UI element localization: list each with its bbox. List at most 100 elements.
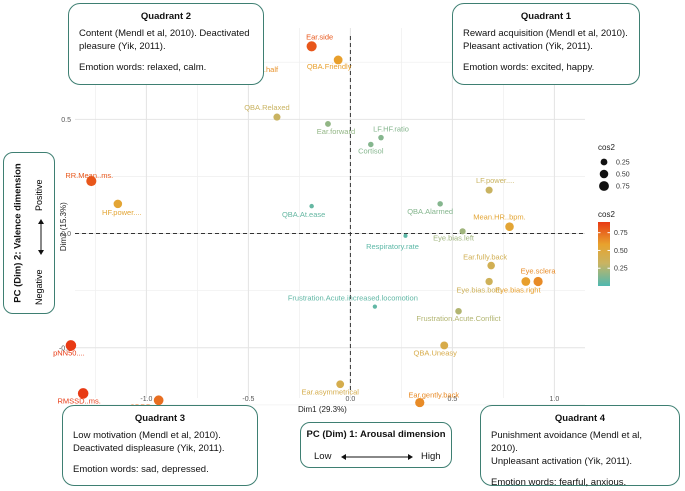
legend-color-label: 0.50: [614, 248, 628, 255]
legend-layer: cos2 0.25 0.50 0.75 cos2 0.75 0.50 0.25: [598, 143, 630, 286]
data-point-label: QBA.Alarmed: [407, 207, 453, 216]
arousal-dimension-box: PC (Dim) 1: Arousal dimension Low High: [300, 422, 452, 468]
arousal-arrow-icon: [341, 454, 413, 460]
quadrant-3-box: Quadrant 3 Low motivation (Mendl et al, …: [62, 405, 258, 486]
y-axis-title: Dim2 (15.3%): [59, 202, 68, 251]
axis-layer: -1.0 -0.5 0.0 0.5 1.0 -0.5 0.0 0.5 Dim1 (29.3%) D…: [59, 36, 585, 414]
data-point-label: LF.power....: [476, 176, 514, 185]
data-point-label: Respiratory.rate: [366, 242, 419, 251]
quadrant-2-box: Quadrant 2 Content (Mendl et al, 2010). …: [68, 3, 264, 85]
quadrant-3-line2: Deactivated displeasure (Yik, 2011).: [73, 443, 225, 454]
data-point-label: Ear.fully.back: [463, 253, 507, 262]
data-point: [113, 199, 123, 209]
data-point-label: Ear.side: [306, 32, 333, 41]
data-point: [309, 203, 314, 209]
data-point-label: Eye.bias.left: [433, 233, 475, 242]
quadrant-1-line1: Reward acquisition (Mendl et al, 2010).: [463, 28, 628, 39]
valence-dimension-box: PC (Dim) 2: Valence dimension Positive N…: [3, 152, 55, 314]
data-point: [378, 134, 384, 141]
valence-title: PC (Dim) 2: Valence dimension: [12, 163, 24, 303]
x-tick-label: 0.0: [346, 396, 356, 403]
quadrant-4-emotions: Emotion words: fearful, anxious.: [491, 477, 627, 488]
legend-color-label: 0.25: [614, 266, 628, 273]
y-tick-label: 0.0: [61, 231, 71, 238]
data-point-label: Frustration.Acute.Conflict: [416, 314, 501, 323]
x-tick-label: -1.0: [140, 396, 152, 403]
quadrant-2-line2: pleasure (Yik, 2011).: [79, 41, 166, 52]
quadrant-1-box: Quadrant 1 Reward acquisition (Mendl et …: [452, 3, 640, 85]
x-tick-label: 0.5: [448, 396, 458, 403]
quadrant-4-box: Quadrant 4 Punishment avoidance (Mendl e…: [480, 405, 680, 488]
data-point-label: Frustration.Acute.increased.locomotion: [288, 294, 418, 303]
data-point-label: QBA.Relaxed: [244, 103, 289, 112]
data-point-label: Eye.half: [251, 65, 279, 74]
quadrant-2-line1: Content (Mendl et al, 2010). Deactivated: [79, 28, 250, 39]
data-point: [65, 340, 77, 351]
data-point: [459, 228, 466, 235]
arousal-title: PC (Dim) 1: Arousal dimension: [306, 429, 446, 440]
data-point: [368, 141, 374, 148]
data-point-label: Ear.gently.back: [408, 391, 459, 400]
x-tick-label: 1.0: [550, 396, 560, 403]
quadrant-4-line2: Unpleasant activation (Yik, 2011).: [491, 456, 632, 467]
data-point: [325, 120, 331, 127]
data-point-label: RMSSD..ms.: [57, 396, 100, 405]
valence-negative-label: Negative: [34, 269, 44, 305]
legend-size-dot: [599, 169, 609, 179]
data-point: [333, 55, 343, 65]
data-point-label: Eye.bias.right: [495, 286, 541, 295]
legend-color-label: 0.75: [614, 230, 628, 237]
data-point-label: LF.HF.ratio: [373, 125, 409, 134]
data-point: [403, 233, 408, 238]
data-point-label: Cortisol: [358, 146, 384, 155]
data-point: [153, 395, 164, 406]
quadrant-1-title: Quadrant 1: [520, 11, 572, 22]
legend-color-title: cos2: [598, 210, 615, 219]
quadrant-2-emotions: Emotion words: relaxed, calm.: [79, 62, 207, 73]
data-point: [372, 304, 378, 309]
legend-size-dot: [600, 158, 608, 166]
legend-size-title: cos2: [598, 143, 615, 152]
data-point: [437, 201, 443, 207]
legend-size-label: 0.50: [616, 172, 630, 179]
data-point: [440, 341, 449, 350]
legend-size-dot: [599, 181, 609, 191]
quadrant-4-line1: Punishment avoidance (Mendl et al, 2010)…: [491, 430, 643, 454]
data-point-label: pNN50....: [53, 348, 85, 357]
quadrant-3-line1: Low motivation (Mendl et al, 2010).: [73, 430, 221, 441]
x-tick-label: -0.5: [242, 396, 254, 403]
legend-size-label: 0.25: [616, 160, 630, 167]
x-axis-title: Dim1 (29.3%): [298, 405, 347, 414]
data-point: [455, 307, 462, 315]
data-point-label: QBA.Uneasy: [414, 348, 458, 357]
data-point-label: Ear.forward: [317, 127, 355, 136]
arousal-high-label: High: [421, 451, 441, 462]
y-tick-label: -0.5: [59, 345, 71, 352]
y-tick-label: 0.5: [61, 117, 71, 124]
quadrant-2-title: Quadrant 2: [140, 11, 192, 22]
points-layer: Ear.side QBA.Friendly Eye.half QBA.Relaxed E…: [53, 32, 556, 411]
data-point-label: Eye.bias.both: [456, 286, 501, 295]
data-point: [86, 175, 97, 187]
valence-positive-label: Positive: [34, 179, 44, 211]
quadrant-3-title: Quadrant 3: [134, 413, 186, 424]
legend-size-label: 0.75: [616, 184, 630, 191]
data-point-label: HF.power....: [102, 208, 142, 217]
data-point-label: Ear.asymmetrical: [301, 387, 359, 396]
quadrant-4-title: Quadrant 4: [554, 413, 606, 424]
quadrant-3-emotions: Emotion words: sad, depressed.: [73, 464, 209, 475]
data-point: [487, 261, 495, 270]
data-point: [485, 186, 493, 194]
data-point-label: QBA.At.ease: [282, 210, 325, 219]
data-point-label: RR.Mean..ms.: [65, 171, 113, 180]
data-point: [77, 388, 89, 399]
data-point: [273, 113, 281, 121]
data-point: [505, 222, 514, 231]
data-point: [533, 276, 543, 287]
valence-arrow-icon: [38, 219, 44, 255]
arousal-low-label: Low: [314, 451, 332, 462]
data-point: [521, 277, 531, 286]
data-point: [415, 397, 425, 408]
data-point-label: Eye.sclera: [521, 267, 557, 276]
